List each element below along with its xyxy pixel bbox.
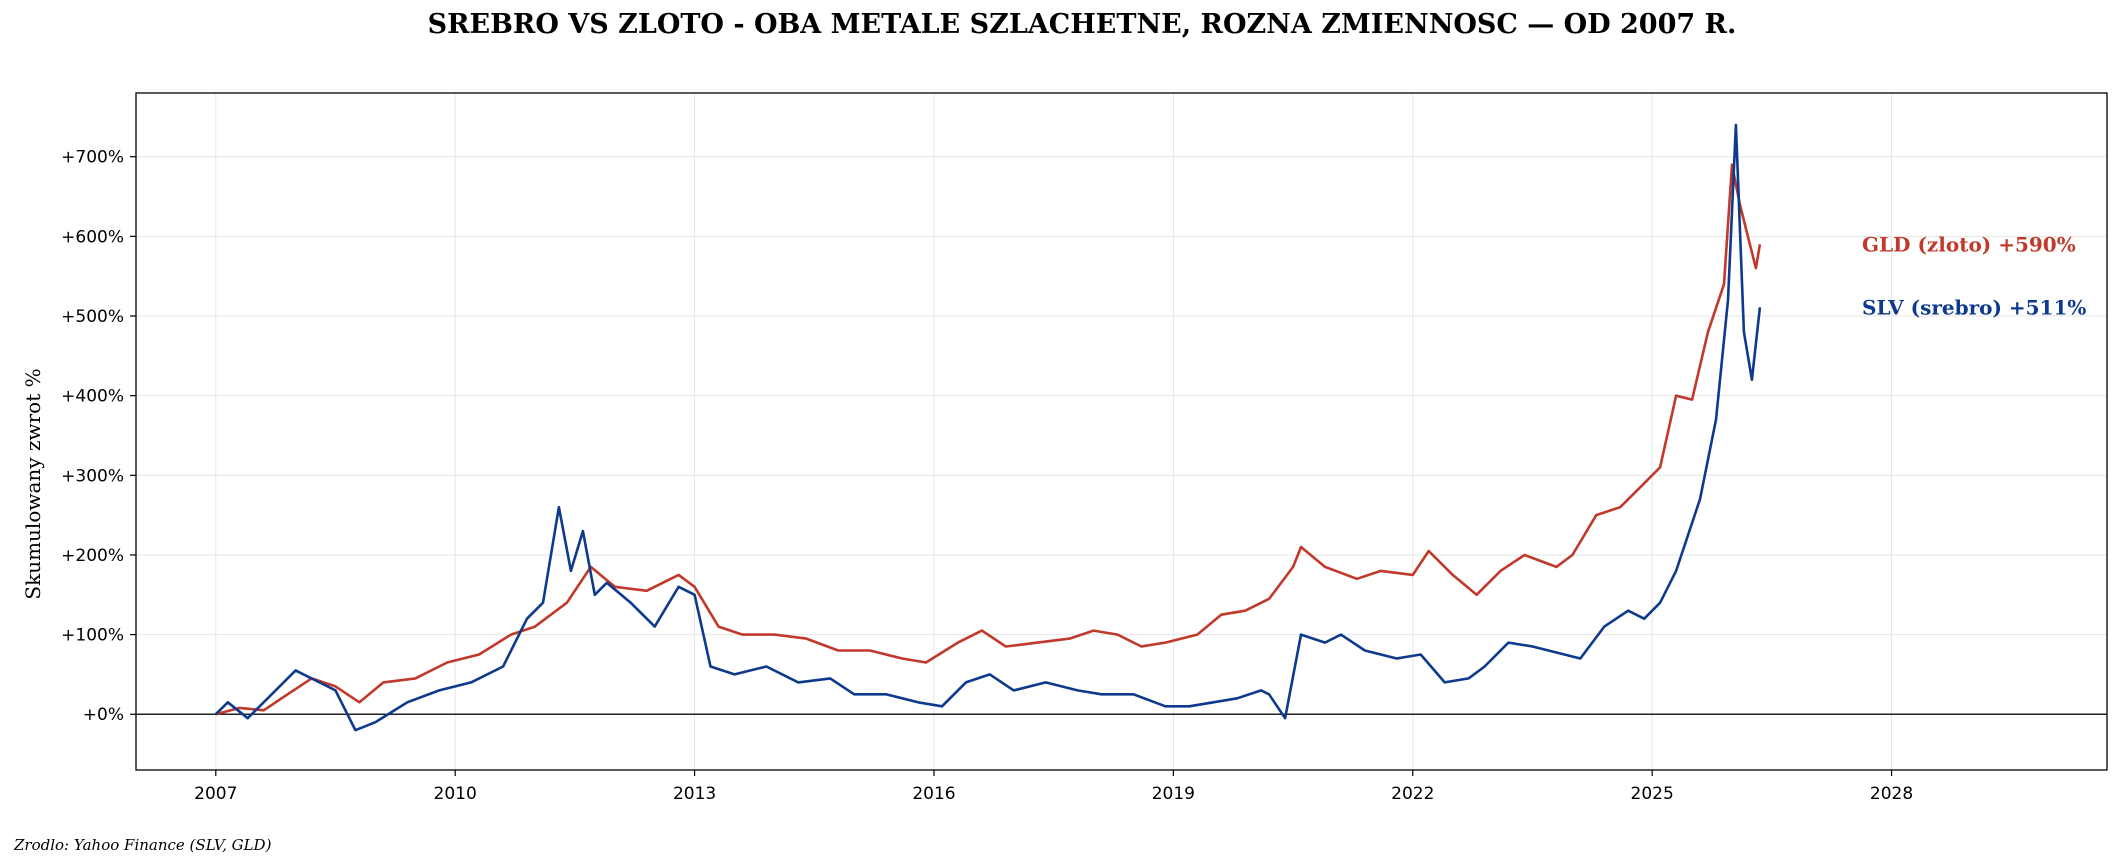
- end-labels: GLD (zloto) +590% SLV (srebro) +511%: [1862, 232, 2086, 319]
- x-tick-label: 2007: [194, 784, 237, 804]
- y-tick-label: +300%: [61, 466, 124, 486]
- x-tick-label: 2016: [912, 784, 955, 804]
- x-tick-label: 2022: [1391, 784, 1434, 804]
- end-label: GLD (zloto) +590%: [1862, 232, 2076, 256]
- end-label: SLV (srebro) +511%: [1862, 295, 2086, 319]
- source-note: Zrodlo: Yahoo Finance (SLV, GLD): [13, 836, 272, 854]
- series-line-gld-zloto: [215, 163, 1762, 716]
- y-tick-label: +500%: [61, 307, 124, 327]
- x-tick-label: 2028: [1870, 784, 1913, 804]
- x-tick-label: 2013: [673, 784, 716, 804]
- chart-title: SREBRO VS ZLOTO - OBA METALE SZLACHETNE,…: [428, 9, 1737, 40]
- x-tick-label: 2019: [1152, 784, 1195, 804]
- y-tick-label: +700%: [61, 148, 124, 168]
- x-tick-label: 2025: [1631, 784, 1674, 804]
- series-line-slv-srebro: [214, 123, 1762, 732]
- y-tick-label: +0%: [83, 705, 124, 725]
- y-tick-label: +200%: [61, 546, 124, 566]
- series-lines: [214, 123, 1762, 732]
- x-tick-label: 2010: [434, 784, 477, 804]
- y-tick-label: +100%: [61, 626, 124, 646]
- y-axis-ticks: +0% +100% +200% +300% +400% +500% +600% +700%: [61, 148, 136, 725]
- gridlines: [136, 93, 2107, 770]
- y-axis-label: Skumulowany zwrot %: [21, 368, 45, 599]
- x-axis-ticks: 2007 2010 2013 2016 2019 2022 2025 2028: [194, 770, 1913, 804]
- y-tick-label: +600%: [61, 227, 124, 247]
- y-tick-label: +400%: [61, 387, 124, 407]
- plot-frame: [135, 92, 2108, 771]
